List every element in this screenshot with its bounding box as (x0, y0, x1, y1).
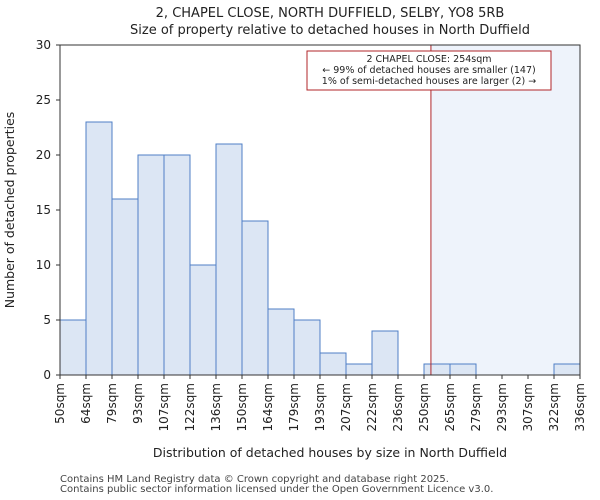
y-tick-label: 0 (43, 368, 51, 382)
chart-title: 2, CHAPEL CLOSE, NORTH DUFFIELD, SELBY, … (156, 6, 505, 21)
x-tick-label: 250sqm (417, 383, 431, 431)
x-tick-label: 236sqm (391, 383, 405, 431)
bars-group (59, 121, 581, 376)
x-tick-label: 279sqm (469, 383, 483, 431)
x-tick-label: 107sqm (157, 383, 171, 431)
x-tick-label: 150sqm (235, 383, 249, 431)
histogram-bar (111, 198, 139, 376)
y-tick-label: 15 (36, 203, 51, 217)
x-tick-label: 50sqm (53, 383, 67, 424)
histogram-bar (163, 154, 191, 376)
histogram-bar (215, 143, 243, 376)
x-tick-label: 307sqm (521, 383, 535, 431)
footer-line-2: Contains public sector information licen… (60, 484, 494, 495)
histogram-bar (267, 308, 295, 376)
histogram-bar (241, 220, 269, 376)
x-tick-label: 64sqm (79, 383, 93, 424)
histogram-bar (293, 319, 321, 376)
x-tick-label: 122sqm (183, 383, 197, 431)
y-tick-label: 25 (36, 93, 51, 107)
y-axis: 0 5 10 15 20 25 30 (36, 38, 60, 382)
x-tick-label: 222sqm (365, 383, 379, 431)
x-tick-label: 293sqm (495, 383, 509, 431)
x-tick-label: 164sqm (261, 383, 275, 431)
histogram-chart: 2, CHAPEL CLOSE, NORTH DUFFIELD, SELBY, … (2, 6, 587, 460)
y-tick-label: 30 (36, 38, 51, 52)
histogram-bar (319, 352, 347, 376)
x-tick-label: 322sqm (547, 383, 561, 431)
footer-line-1: Contains HM Land Registry data © Crown c… (60, 474, 449, 485)
x-tick-label: 336sqm (573, 383, 587, 431)
x-tick-label: 207sqm (339, 383, 353, 431)
histogram-bar (85, 121, 113, 376)
highlight-region (430, 45, 580, 375)
y-axis-title: Number of detached properties (2, 112, 17, 309)
annotation-frame (306, 50, 552, 91)
annotation-line-3: 1% of semi-detached houses are larger (2… (322, 76, 536, 87)
x-tick-label: 265sqm (443, 383, 457, 431)
histogram-bar (371, 330, 399, 376)
histogram-bar (553, 363, 581, 376)
histogram-bar (137, 154, 165, 376)
y-tick-label: 20 (36, 148, 51, 162)
histogram-bar (423, 363, 451, 376)
annotation-box: 2 CHAPEL CLOSE: 254sqm ← 99% of detached… (306, 50, 552, 91)
y-tick-label: 5 (43, 313, 51, 327)
x-axis: 50sqm 64sqm 79sqm 93sqm 107sqm 122sqm 136sqm 15… (53, 375, 587, 431)
x-tick-label: 136sqm (209, 383, 223, 431)
chart-subtitle: Size of property relative to detached ho… (130, 23, 530, 38)
histogram-bar (449, 363, 477, 376)
x-axis-title: Distribution of detached houses by size … (153, 445, 507, 460)
histogram-bar (59, 319, 87, 376)
x-tick-label: 79sqm (105, 383, 119, 424)
histogram-bar (189, 264, 217, 376)
annotation-line-1: 2 CHAPEL CLOSE: 254sqm (366, 54, 491, 65)
x-tick-label: 193sqm (313, 383, 327, 431)
y-tick-label: 10 (36, 258, 51, 272)
x-tick-label: 93sqm (131, 383, 145, 424)
x-tick-label: 179sqm (287, 383, 301, 431)
annotation-line-2: ← 99% of detached houses are smaller (14… (322, 65, 535, 76)
histogram-bar (345, 363, 373, 376)
